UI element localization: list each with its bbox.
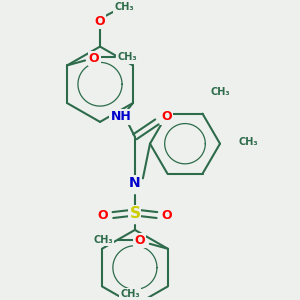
Text: CH₃: CH₃ [117, 52, 137, 62]
Text: O: O [134, 234, 145, 247]
Text: CH₃: CH₃ [120, 289, 140, 299]
Text: CH₃: CH₃ [93, 235, 112, 245]
Text: CH₃: CH₃ [238, 137, 258, 147]
Text: O: O [162, 110, 172, 123]
Text: CH₃: CH₃ [211, 87, 230, 97]
Text: O: O [162, 208, 172, 222]
Text: O: O [89, 52, 99, 65]
Text: NH: NH [110, 110, 131, 123]
Text: O: O [95, 15, 105, 28]
Text: O: O [98, 208, 108, 222]
Text: S: S [129, 206, 140, 220]
Text: CH₃: CH₃ [114, 2, 134, 12]
Text: N: N [129, 176, 141, 190]
